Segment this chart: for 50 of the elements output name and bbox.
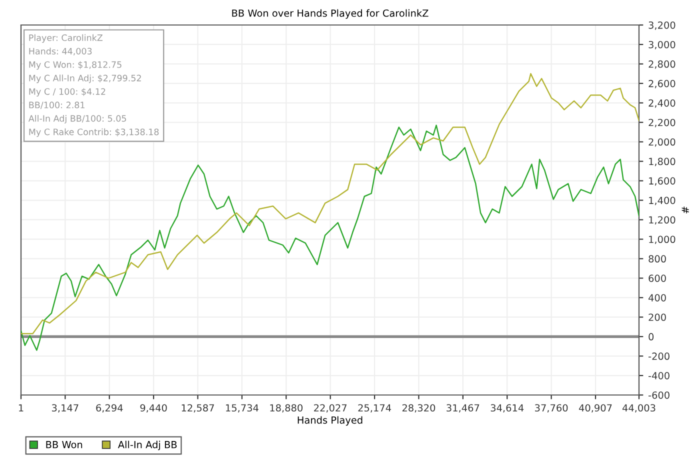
- y-tick-label: 1,000: [649, 236, 676, 244]
- y-tick-label: 2,600: [648, 80, 676, 88]
- line-series: [21, 124, 639, 351]
- y-tick-label: 1,200: [649, 216, 676, 225]
- x-tick-label: 44,003: [622, 404, 656, 413]
- x-tick-label: 6,294: [96, 404, 123, 413]
- x-tick-label: 15,734: [226, 404, 258, 413]
- y-tick-label: 600: [648, 274, 666, 282]
- y-tick-label: 3,000: [648, 40, 676, 50]
- y-tick-label: 2,200: [648, 118, 676, 128]
- x-axis-title: Hands Played: [298, 416, 362, 426]
- x-tick-label: 37,760: [535, 404, 568, 413]
- x-tick-label: 31,467: [446, 404, 480, 413]
- y-tick-label: 3,200: [648, 21, 676, 30]
- x-tick-label: 25,174: [358, 404, 392, 413]
- annotation: BB/100: 2.81: [29, 102, 84, 109]
- y-tick-label: 1,800: [649, 158, 676, 166]
- y-tick-label: 800: [648, 255, 666, 263]
- y-tick-label: 2,800: [648, 60, 676, 69]
- y-axis-title: #: [682, 206, 689, 214]
- annotation: Hands: 44,003: [29, 48, 92, 56]
- annotation: My C / 100: $4.12: [29, 88, 106, 97]
- chart-title: BB Won over Hands Played for CarolinkZ: [232, 9, 428, 19]
- annotation: My C Won: $1,812.75: [29, 61, 122, 70]
- legend-label: All-In Adj BB: [118, 440, 177, 450]
- x-tick-label: 22,027: [314, 404, 347, 413]
- annotation: My C All-In Adj: $2,799.52: [29, 74, 141, 84]
- x-tick-label: 9,440: [140, 404, 167, 413]
- annotation: All-In Adj BB/100: 5.05: [28, 114, 126, 124]
- annotation: Player: CarolinkZ: [29, 34, 103, 43]
- x-tick-label: 18,880: [270, 404, 303, 413]
- x-tick-label: 34,614: [490, 404, 524, 413]
- x-tick-label: 1: [18, 404, 24, 412]
- y-tick-label: -400: [648, 372, 670, 380]
- y-tick-label: 0: [648, 333, 654, 340]
- y-tick-label: 1,400: [649, 196, 676, 206]
- y-tick-label: 1,600: [649, 177, 676, 186]
- x-tick-label: 40,907: [578, 404, 612, 413]
- y-tick-label: 2,400: [648, 99, 676, 108]
- x-tick-label: 12,587: [182, 404, 214, 413]
- line-series: [21, 73, 639, 334]
- x-tick-label: 28,320: [402, 404, 436, 413]
- x-tick-label: 3,147: [52, 404, 78, 413]
- legend-label: BB Won: [46, 441, 82, 448]
- y-tick-label: 2,000: [648, 138, 676, 147]
- annotation: My C Rake Contrib: $3,138.18: [29, 128, 159, 137]
- y-tick-label: 400: [648, 294, 666, 302]
- y-tick-label: 200: [648, 314, 666, 321]
- y-tick-label: -200: [648, 352, 670, 360]
- y-tick-label: -600: [648, 391, 670, 399]
